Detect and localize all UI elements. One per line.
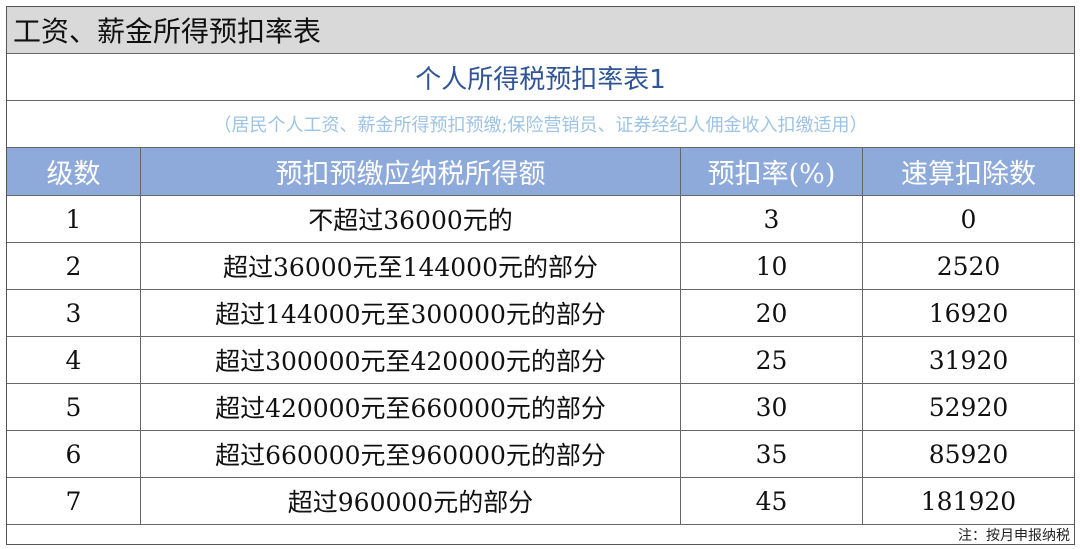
header-income: 预扣预缴应纳税所得额	[141, 148, 681, 195]
cell-income-range: 超过36000元至144000元的部分	[141, 243, 681, 289]
header-rate: 预扣率(%)	[681, 148, 863, 195]
cell-quick-deduction: 31920	[928, 345, 1009, 375]
cell-rate: 10	[681, 243, 863, 289]
header-row: 级数 预扣预缴应纳税所得额 预扣率(%) 速算扣除数	[7, 148, 1074, 196]
table-row: 2 超过36000元至144000元的部分 10 2520	[7, 243, 1074, 290]
cell-quick-deduction: 2520	[936, 251, 1001, 281]
header-level: 级数	[7, 148, 141, 195]
cell-income-range: 超过660000元至960000元的部分	[141, 431, 681, 477]
cell-quick-deduction: 0	[960, 204, 977, 234]
table-description: （居民个人工资、薪金所得预扣预缴;保险营销员、证券经纪人佣金收入扣缴适用）	[7, 101, 1074, 148]
cell-income-range: 不超过36000元的	[141, 196, 681, 242]
table-row: 5 超过420000元至660000元的部分 30 52920	[7, 384, 1074, 431]
cell-level: 3	[7, 290, 141, 336]
table-title: 工资、薪金所得预扣率表	[7, 7, 1074, 54]
cell-rate: 3	[681, 196, 863, 242]
table-note: 注：按月申报纳税	[958, 527, 1070, 544]
cell-quick-deduction: 181920	[920, 486, 1017, 516]
header-deduction: 速算扣除数	[901, 159, 1036, 190]
table-row: 1 不超过36000元的 3 0	[7, 196, 1074, 243]
cell-rate: 25	[681, 337, 863, 383]
cell-level: 4	[7, 337, 141, 383]
cell-quick-deduction: 52920	[928, 392, 1009, 422]
tax-rate-table: 工资、薪金所得预扣率表 个人所得税预扣率表1 （居民个人工资、薪金所得预扣预缴;…	[6, 6, 1075, 545]
cell-rate: 35	[681, 431, 863, 477]
cell-rate: 45	[681, 478, 863, 524]
cell-income-range: 超过960000元的部分	[141, 478, 681, 524]
cell-level: 2	[7, 243, 141, 289]
cell-level: 7	[7, 478, 141, 524]
cell-level: 1	[7, 196, 141, 242]
cell-income-range: 超过420000元至660000元的部分	[141, 384, 681, 430]
cell-level: 6	[7, 431, 141, 477]
table-row: 3 超过144000元至300000元的部分 20 16920	[7, 290, 1074, 337]
cell-level: 5	[7, 384, 141, 430]
table-row: 7 超过960000元的部分 45 181920	[7, 478, 1074, 525]
cell-quick-deduction: 16920	[928, 298, 1009, 328]
cell-income-range: 超过144000元至300000元的部分	[141, 290, 681, 336]
cell-rate: 20	[681, 290, 863, 336]
table-row: 6 超过660000元至960000元的部分 35 85920	[7, 431, 1074, 478]
cell-rate: 30	[681, 384, 863, 430]
cell-income-range: 超过300000元至420000元的部分	[141, 337, 681, 383]
table-subtitle: 个人所得税预扣率表1	[7, 54, 1074, 101]
cell-quick-deduction: 85920	[928, 439, 1009, 469]
table-row: 4 超过300000元至420000元的部分 25 31920	[7, 337, 1074, 384]
